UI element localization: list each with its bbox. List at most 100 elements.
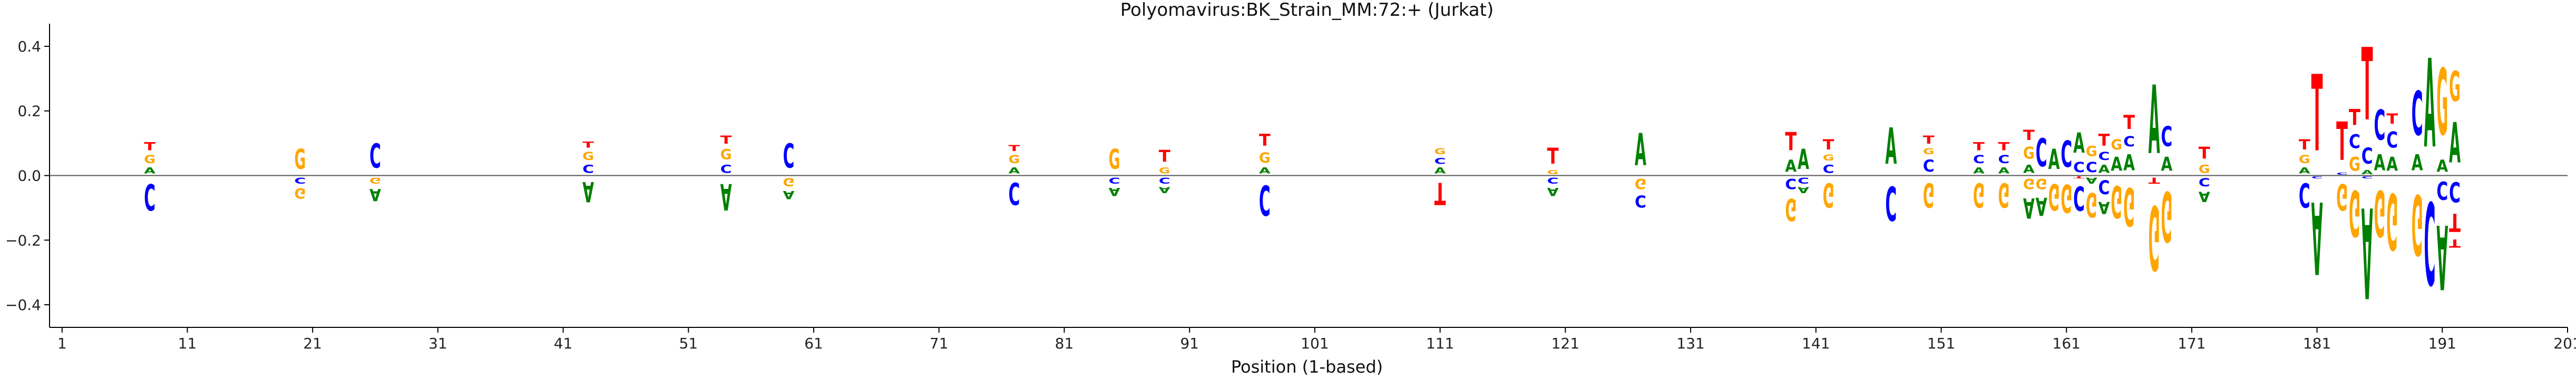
logo-letter-g-pos-26: G <box>369 175 381 185</box>
logo-letter-t-pos-180: T <box>2299 137 2310 153</box>
logo-letter-a-pos-77: A <box>1008 166 1020 176</box>
logo-letter-c-pos-127: C <box>1635 192 1646 211</box>
logo-letter-c-pos-156: C <box>1998 153 2009 166</box>
logo-letter-c-pos-147: C <box>1885 175 1897 231</box>
logo-letter-t-pos-185: T <box>2362 27 2373 143</box>
logo-letter-a-pos-8: A <box>144 166 155 176</box>
logo-letter-t-pos-8: T <box>144 141 155 153</box>
logo-letter-a-pos-162: A <box>2073 127 2085 159</box>
logo-letter-g-pos-183: G <box>2336 175 2348 217</box>
logo-letter-c-pos-85: C <box>1109 175 1120 185</box>
logo-letter-t-pos-192: T <box>2449 237 2461 249</box>
logo-letter-g-pos-54: G <box>720 147 732 163</box>
x-tick-label: 131 <box>1676 335 1704 352</box>
logo-letter-a-pos-147: A <box>1885 118 1897 176</box>
logo-letter-c-pos-111: C <box>1435 156 1446 166</box>
y-axis: −0.4 −0.2 0.0 0.2 0.4 <box>5 24 50 327</box>
logo-letter-c-pos-164: C <box>2099 150 2110 163</box>
logo-letter-a-pos-180: A <box>2299 166 2310 176</box>
logo-letter-t-pos-192: T <box>2449 208 2461 237</box>
logo-letter-a-pos-168: A <box>2149 66 2160 176</box>
logo-letter-c-pos-120: C <box>1547 175 1559 185</box>
logo-letter-a-pos-59: A <box>783 188 795 201</box>
logo-letter-c-pos-162: C <box>2073 178 2085 217</box>
logo-letter-g-pos-169: G <box>2161 175 2172 255</box>
logo-letter-g-pos-168: G <box>2149 185 2160 288</box>
x-tick-label: 201 <box>2553 335 2576 352</box>
logo-letter-c-pos-150: C <box>1923 157 1935 176</box>
logo-letter-g-pos-161: G <box>2061 175 2072 220</box>
logo-letter-g-pos-158: G <box>2023 143 2035 163</box>
x-tick-label: 161 <box>2052 335 2080 352</box>
logo-letter-c-pos-191: C <box>2436 175 2448 204</box>
logo-letter-a-pos-111: A <box>1435 166 1446 176</box>
logo-letter-c-pos-8: C <box>144 175 155 217</box>
logo-letter-g-pos-89: G <box>1159 166 1170 176</box>
logo-letter-a-pos-85: A <box>1109 185 1121 198</box>
logo-letter-c-pos-161: C <box>2061 134 2072 176</box>
x-tick-label: 61 <box>804 335 823 352</box>
logo-letter-a-pos-120: A <box>1547 185 1559 198</box>
logo-letter-a-pos-166: A <box>2123 151 2135 176</box>
logo-letter-a-pos-190: A <box>2424 33 2436 175</box>
logo-letters: AGTCGCGCGACGTACGTACGAAGTCGCAGTCAAGTCACGT… <box>144 27 2461 324</box>
logo-letter-t-pos-181: T <box>2311 53 2323 175</box>
logo-letter-c-pos-159: C <box>2036 131 2047 176</box>
logo-letter-g-pos-127: G <box>1635 175 1646 192</box>
logo-letter-a-pos-140: A <box>1798 185 1809 195</box>
logo-letter-g-pos-163: G <box>2086 185 2097 223</box>
logo-letter-t-pos-187: T <box>2386 111 2398 127</box>
logo-letter-g-pos-150: G <box>1923 175 1935 214</box>
logo-letter-c-pos-166: C <box>2123 134 2135 150</box>
logo-letter-g-pos-160: G <box>2048 175 2060 217</box>
logo-letter-a-pos-54: A <box>720 175 732 216</box>
logo-letter-c-pos-162: C <box>2073 159 2085 176</box>
logo-letter-a-pos-172: A <box>2199 188 2210 204</box>
logo-letter-a-pos-97: A <box>1259 166 1271 176</box>
logo-letter-g-pos-59: G <box>783 175 795 188</box>
logo-letter-c-pos-189: C <box>2412 79 2423 149</box>
logo-letter-g-pos-154: G <box>1973 175 1985 214</box>
logo-letter-g-pos-186: G <box>2374 175 2385 249</box>
logo-letter-g-pos-142: G <box>1823 175 1835 214</box>
x-tick-label: 91 <box>1180 335 1199 352</box>
logo-letter-c-pos-89: C <box>1159 175 1170 185</box>
x-tick-label: 111 <box>1426 335 1454 352</box>
logo-letter-g-pos-8: G <box>144 153 155 166</box>
logo-letter-t-pos-150: T <box>1923 134 1935 147</box>
logo-letter-c-pos-163: C <box>2086 159 2097 176</box>
logo-letter-a-pos-191: A <box>2436 157 2448 176</box>
logo-letter-a-pos-164: A <box>2099 163 2111 175</box>
x-tick-label: 31 <box>428 335 447 352</box>
logo-letter-t-pos-184: T <box>2349 104 2360 130</box>
logo-letter-c-pos-140: C <box>1798 175 1809 185</box>
logo-letter-a-pos-165: A <box>2111 153 2122 176</box>
x-tick-label: 71 <box>930 335 949 352</box>
x-axis-label: Position (1-based) <box>1231 357 1383 377</box>
logo-letter-g-pos-180: G <box>2299 153 2310 166</box>
logo-letter-g-pos-165: G <box>2111 137 2122 153</box>
logo-letter-c-pos-54: C <box>720 163 732 176</box>
x-tick-label: 151 <box>1927 335 1955 352</box>
logo-letter-c-pos-181: C <box>2311 175 2323 178</box>
logo-letter-a-pos-163: A <box>2086 175 2097 185</box>
x-tick-label: 171 <box>2178 335 2206 352</box>
logo-letter-t-pos-154: T <box>1973 141 1985 153</box>
logo-letter-t-pos-89: T <box>1159 147 1170 166</box>
logo-letter-c-pos-164: C <box>2099 176 2110 198</box>
logo-letter-a-pos-185: A <box>2362 179 2373 324</box>
logo-letter-a-pos-158: A <box>2023 192 2035 224</box>
logo-letter-a-pos-89: A <box>1159 185 1170 195</box>
x-tick-label: 11 <box>178 335 197 352</box>
logo-letter-g-pos-187: G <box>2386 176 2398 266</box>
logo-letter-g-pos-165: G <box>2111 175 2122 227</box>
logo-letter-c-pos-97: C <box>1259 175 1271 223</box>
logo-letter-c-pos-59: C <box>783 137 795 176</box>
logo-letter-a-pos-164: A <box>2099 198 2110 217</box>
logo-letter-a-pos-186: A <box>2374 151 2385 176</box>
logo-letter-c-pos-172: C <box>2199 175 2210 188</box>
logo-letter-c-pos-169: C <box>2161 121 2172 153</box>
logo-letter-c-pos-185: C <box>2362 143 2373 169</box>
logo-letter-t-pos-43: T <box>582 140 594 149</box>
